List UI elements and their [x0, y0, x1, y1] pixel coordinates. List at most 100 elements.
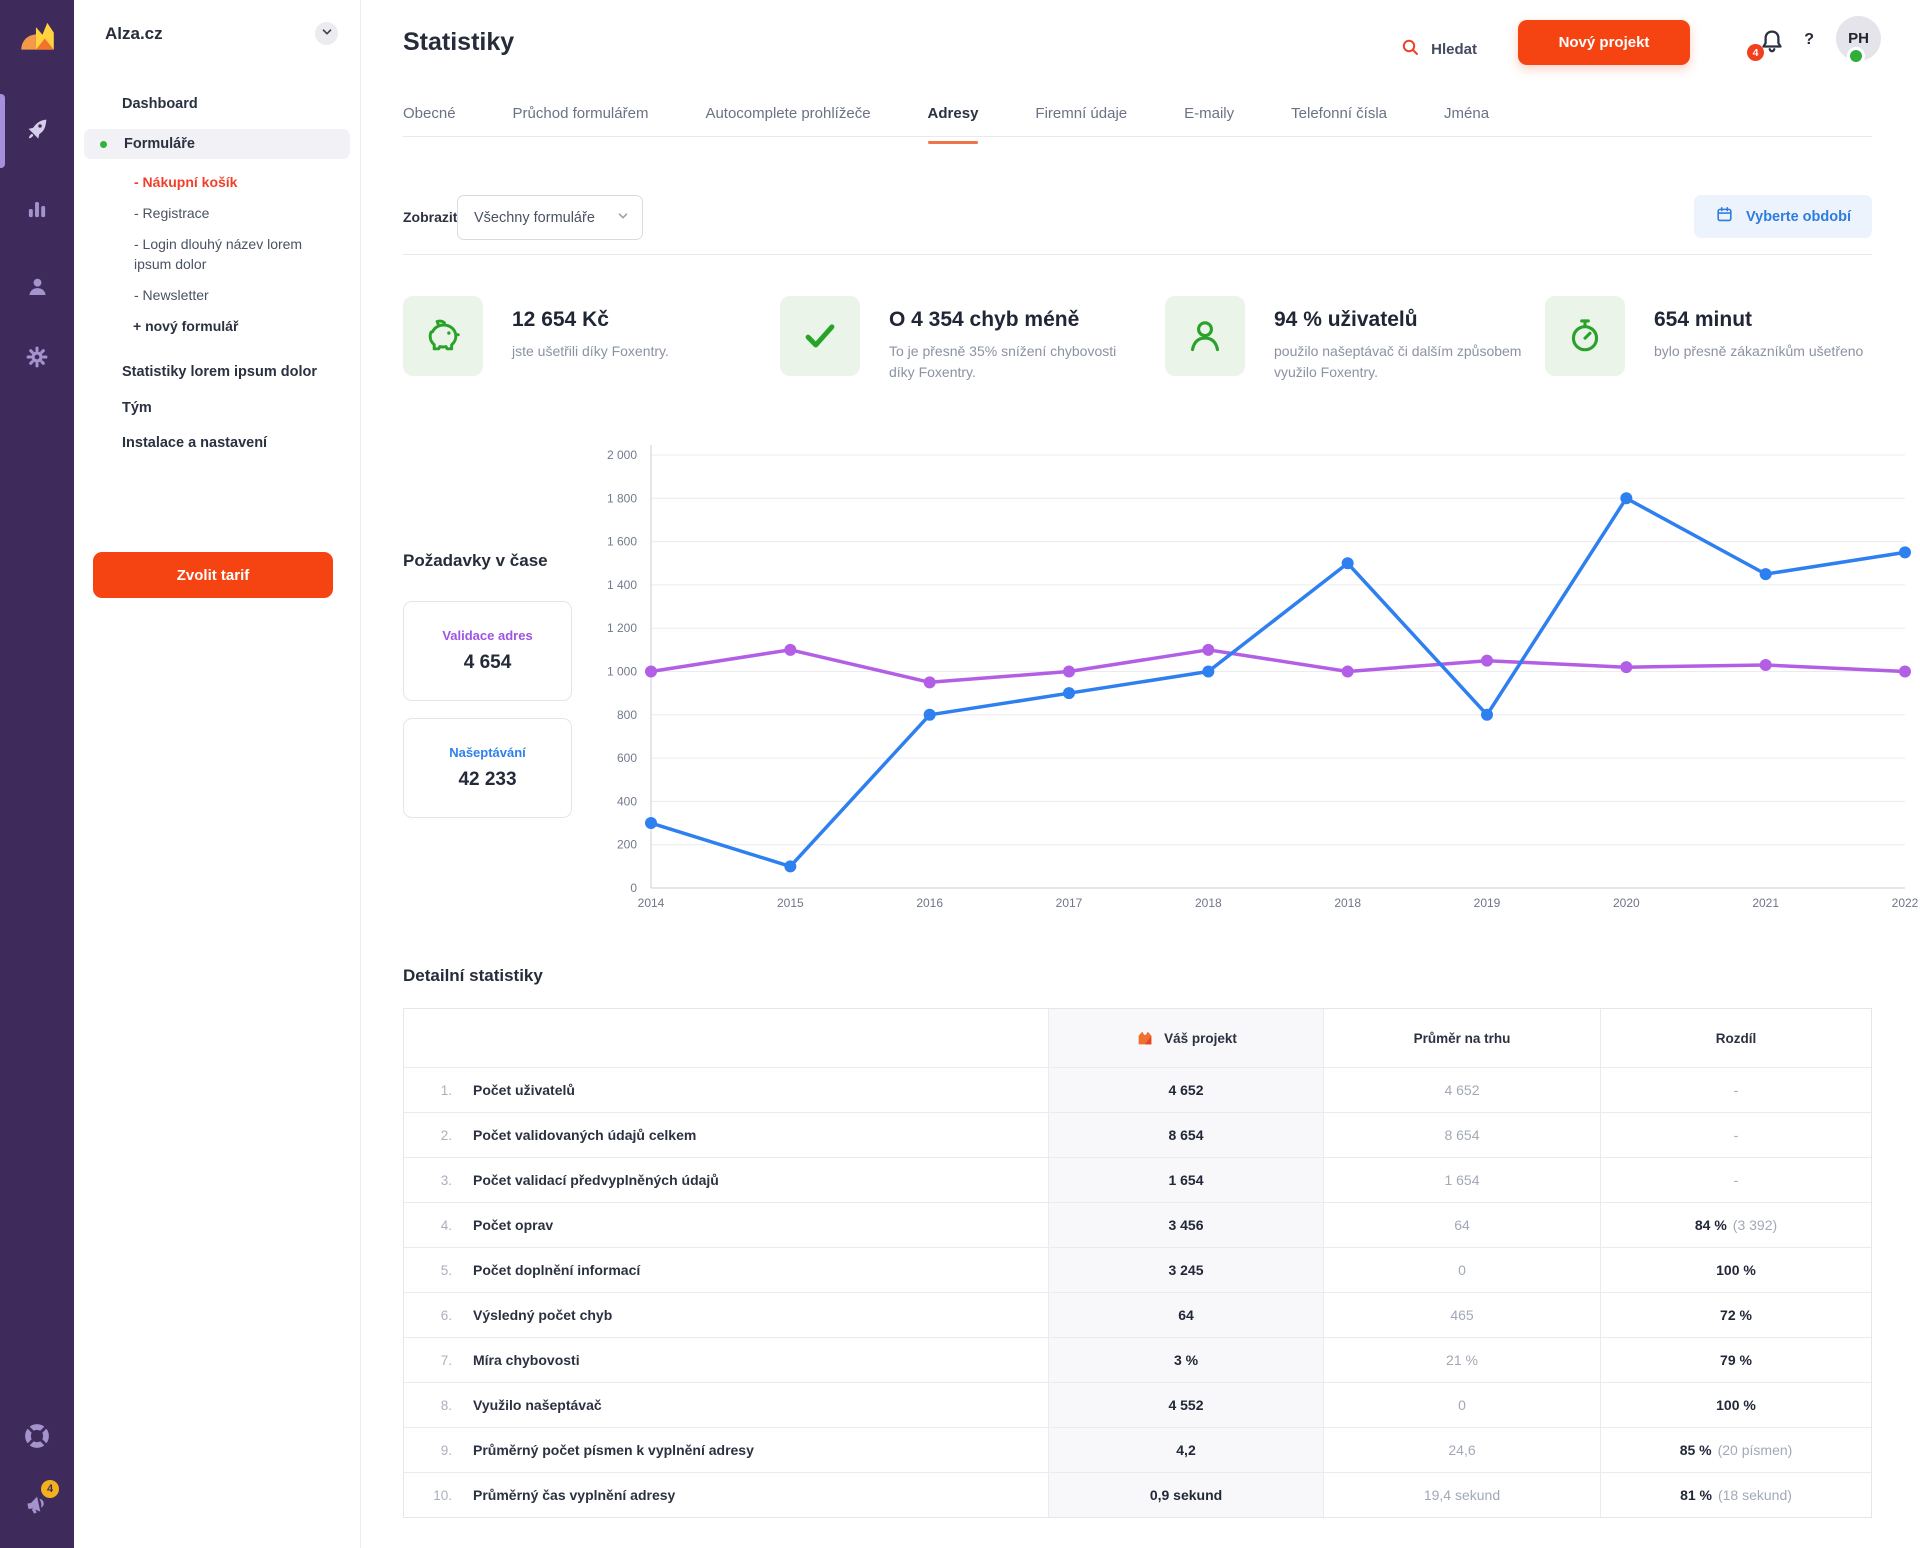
- svg-text:2019: 2019: [1474, 896, 1501, 910]
- card-desc: použilo našeptávač či dalším způsobem vy…: [1274, 343, 1522, 380]
- rail-users-button[interactable]: [17, 268, 57, 308]
- tab-jmena[interactable]: Jména: [1444, 90, 1489, 136]
- card-desc: jste ušetřili díky Foxentry.: [512, 343, 669, 359]
- tab-obecne[interactable]: Obecné: [403, 90, 456, 136]
- stat-card-12-654-kc: 12 654 Kč jste ušetřili díky Foxentry.: [403, 296, 669, 376]
- requests-section-title: Požadavky v čase: [403, 551, 548, 570]
- project-switcher-button[interactable]: [315, 22, 338, 45]
- tab-pruchod-formularem[interactable]: Průchod formulářem: [513, 90, 649, 136]
- tab-firemni-udaje[interactable]: Firemní údaje: [1035, 90, 1127, 136]
- card-title: 94 % uživatelů: [1274, 308, 1418, 331]
- svg-text:2016: 2016: [916, 896, 943, 910]
- row-label-cell: 6. Výsledný počet chyb: [404, 1292, 1048, 1337]
- rail-support-button[interactable]: [17, 1417, 57, 1457]
- cell-project: 4 552: [1048, 1382, 1323, 1427]
- cell-market: 19,4 sekund: [1323, 1472, 1600, 1517]
- cell-market: 64: [1323, 1202, 1600, 1247]
- help-button[interactable]: ?: [1798, 30, 1820, 50]
- row-label: Počet validovaných údajů celkem: [473, 1127, 697, 1143]
- svg-text:400: 400: [617, 794, 637, 808]
- metric-box-naseptavani[interactable]: Našeptávání 42 233: [403, 718, 572, 818]
- tab-autocomplete-prohlizece[interactable]: Autocomplete prohlížeče: [705, 90, 870, 136]
- sidebar-item-instalace-a-nastaveni[interactable]: Instalace a nastavení: [122, 435, 268, 451]
- row-label-cell: 1. Počet uživatelů: [404, 1067, 1048, 1112]
- gear-icon: [24, 344, 50, 373]
- cell-project: 0,9 sekund: [1048, 1472, 1323, 1517]
- sidebar-item-newsletter[interactable]: - Newsletter: [134, 287, 209, 303]
- sidebar-item-dashboard[interactable]: Dashboard: [122, 96, 198, 112]
- bell-icon: [1756, 29, 1788, 61]
- row-number: 7.: [440, 1352, 452, 1368]
- card-title: O 4 354 chyb méně: [889, 308, 1080, 331]
- sidebar-nav: Dashboard Formuláře - Nákupní košík - Regis…: [74, 94, 360, 468]
- row-label-cell: 8. Využilo našeptávač: [404, 1382, 1048, 1427]
- tab-telefonni-cisla[interactable]: Telefonní čísla: [1291, 90, 1387, 136]
- status-dot: [100, 140, 107, 148]
- period-button[interactable]: Vyberte období: [1694, 195, 1872, 238]
- sidebar-item-novy-formular[interactable]: + nový formulář: [133, 318, 239, 334]
- svg-text:1 800: 1 800: [607, 491, 637, 505]
- chevron-down-icon: [321, 26, 333, 41]
- project-sidebar: Alza.cz Dashboard Formuláře - Nákupní koší…: [74, 0, 361, 1548]
- col-header-blank: [404, 1009, 1048, 1067]
- stats-cards: 12 654 Kč jste ušetřili díky Foxentry. O 4…: [403, 296, 1872, 411]
- cell-market: 0: [1323, 1382, 1600, 1427]
- row-label-cell: 5. Počet doplnění informací: [404, 1247, 1048, 1292]
- cell-project: 4,2: [1048, 1427, 1323, 1472]
- svg-text:1 400: 1 400: [607, 578, 637, 592]
- sidebar-item-tym[interactable]: Tým: [122, 400, 152, 416]
- cell-diff: 81 % (18 sekund): [1600, 1472, 1871, 1517]
- cell-market: 1 654: [1323, 1157, 1600, 1202]
- tabs: Obecné Průchod formulářem Autocomplete pro…: [403, 90, 1872, 144]
- svg-text:200: 200: [617, 838, 637, 852]
- avatar-initials: PH: [1848, 30, 1869, 47]
- svg-text:2022: 2022: [1892, 896, 1919, 910]
- row-label-cell: 7. Míra chybovosti: [404, 1337, 1048, 1382]
- rail-statistics-button[interactable]: [17, 190, 57, 230]
- svg-text:2017: 2017: [1056, 896, 1083, 910]
- cell-market: 0: [1323, 1247, 1600, 1292]
- search-button[interactable]: Hledat: [1394, 36, 1483, 62]
- period-label: Vyberte období: [1746, 208, 1851, 225]
- cell-diff: 79 %: [1600, 1337, 1871, 1382]
- details-section-title: Detailní statistiky: [403, 966, 543, 985]
- card-desc: bylo přesně zákazníkům ušetřeno: [1654, 343, 1864, 359]
- lifebuoy-icon: [22, 1421, 52, 1454]
- forms-select[interactable]: Všechny formuláře: [457, 195, 643, 240]
- rail-forms-button[interactable]: [17, 110, 57, 150]
- stat-card-94-uzivatelu: 94 % uživatelů použilo našeptávač či dalš…: [1165, 296, 1526, 383]
- rail-announcements-button[interactable]: 4: [17, 1480, 59, 1525]
- row-label: Počet doplnění informací: [473, 1262, 641, 1278]
- new-project-button[interactable]: Nový projekt: [1518, 20, 1690, 65]
- cell-diff: 84 % (3 392): [1600, 1202, 1871, 1247]
- rail-active-indicator: [0, 94, 5, 168]
- col-header-project: Váš projekt: [1048, 1009, 1323, 1067]
- svg-text:600: 600: [617, 751, 637, 765]
- project-header: Alza.cz: [105, 22, 338, 45]
- svg-text:2018: 2018: [1195, 896, 1222, 910]
- cell-diff: 100 %: [1600, 1247, 1871, 1292]
- avatar[interactable]: PH: [1836, 16, 1881, 65]
- row-number: 2.: [440, 1127, 452, 1143]
- sidebar-item-login-dlouhy-nazev-lorem-ipsum-dolor[interactable]: - Login dlouhý název lorem ipsum dolor: [134, 236, 303, 272]
- sidebar-item-nakupni-kosik[interactable]: - Nákupní košík: [134, 174, 238, 190]
- stopwatch-icon: [1545, 296, 1625, 376]
- sidebar-item-formulare[interactable]: Formuláře: [84, 129, 350, 159]
- sidebar-item-statistiky-lorem-ipsum-dolor[interactable]: Statistiky lorem ipsum dolor: [122, 364, 317, 380]
- rail-settings-button[interactable]: [17, 338, 57, 378]
- row-label: Míra chybovosti: [473, 1352, 580, 1368]
- metric-box-validace-adres[interactable]: Validace adres 4 654: [403, 601, 572, 701]
- search-icon: [1400, 37, 1420, 61]
- sidebar-item-registrace[interactable]: - Registrace: [134, 205, 210, 221]
- cell-project: 3 456: [1048, 1202, 1323, 1247]
- tariff-button[interactable]: Zvolit tarif: [93, 552, 333, 598]
- notifications-button[interactable]: 4: [1747, 25, 1790, 61]
- tab-e-maily[interactable]: E-maily: [1184, 90, 1234, 136]
- row-label-cell: 3. Počet validací předvyplněných údajů: [404, 1157, 1048, 1202]
- tab-adresy[interactable]: Adresy: [927, 90, 978, 144]
- cell-diff: -: [1600, 1067, 1871, 1112]
- bar-chart-icon: [24, 196, 50, 225]
- row-number: 8.: [440, 1397, 452, 1413]
- row-number: 4.: [440, 1217, 452, 1233]
